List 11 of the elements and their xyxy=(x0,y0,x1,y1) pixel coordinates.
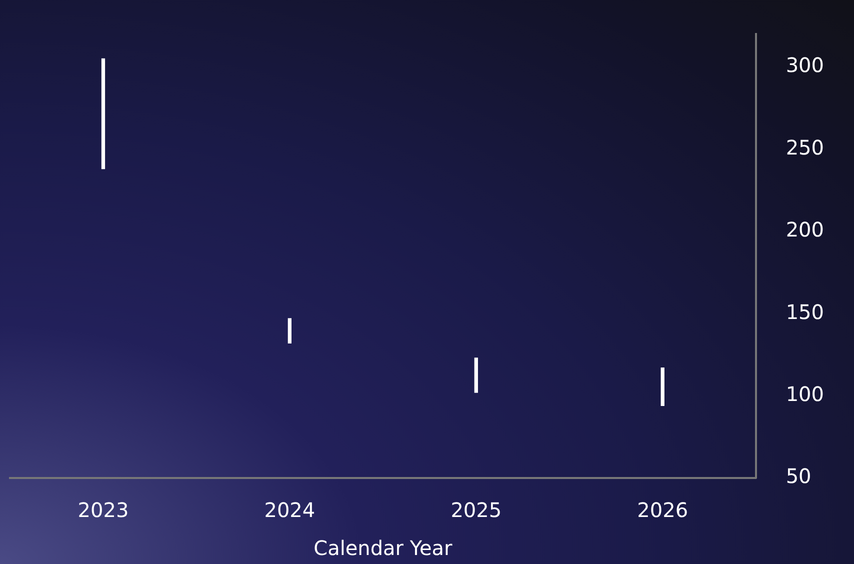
x-axis-title: Calendar Year xyxy=(314,536,454,560)
x-tick-label: 2025 xyxy=(450,498,502,522)
y-tick-label: 200 xyxy=(786,218,824,242)
y-tick-label: 50 xyxy=(786,464,812,488)
y-tick-label: 250 xyxy=(786,135,824,160)
x-tick-label: 2023 xyxy=(78,498,129,522)
y-tick-label: 100 xyxy=(786,382,824,406)
x-tick-label: 2024 xyxy=(264,498,316,522)
y-tick-label: 150 xyxy=(786,300,824,324)
y-tick-label: 300 xyxy=(786,53,824,78)
x-tick-label: 2026 xyxy=(637,498,688,522)
